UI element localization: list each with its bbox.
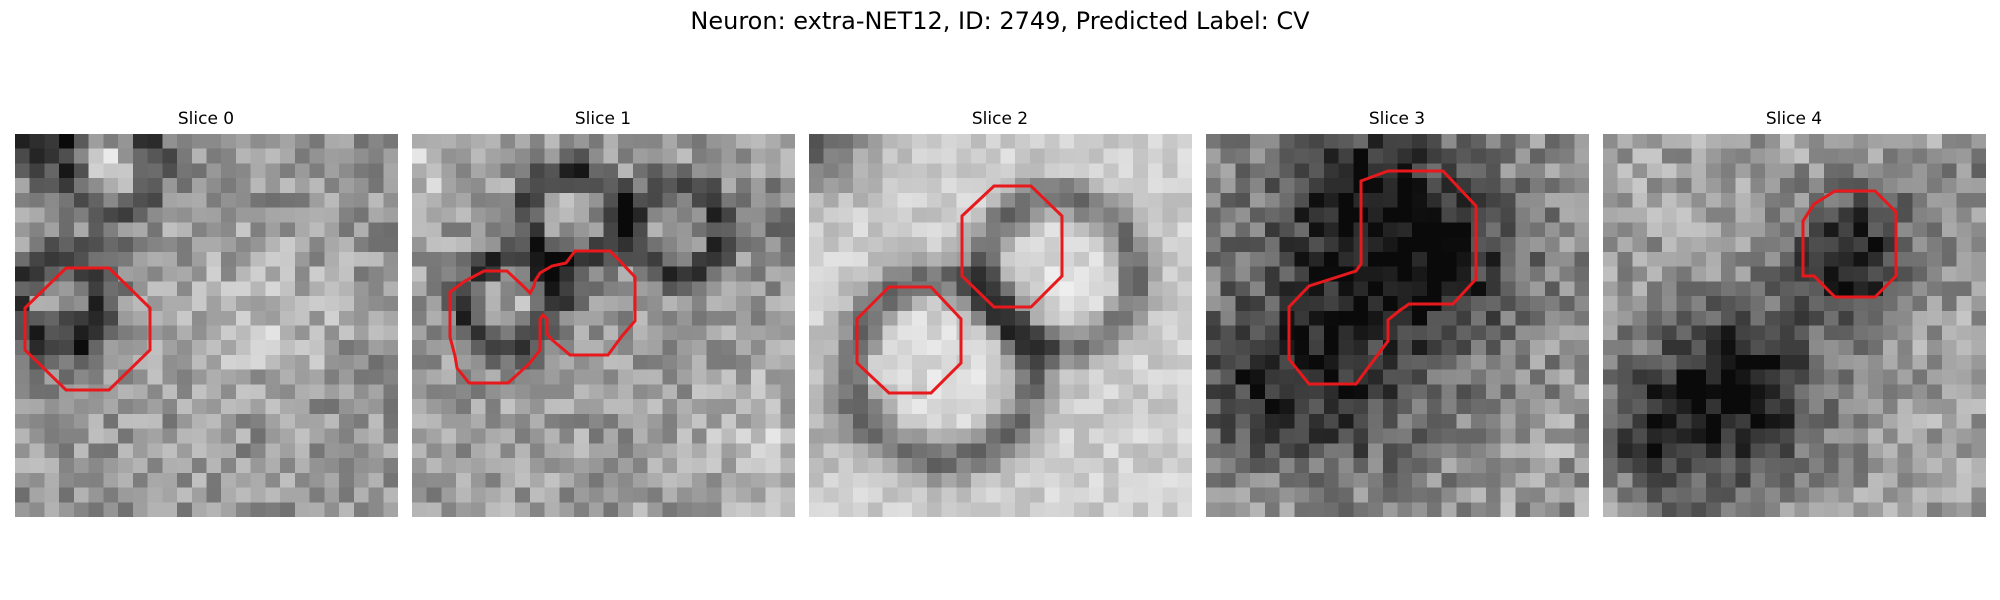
slice-4-outline-layer xyxy=(1801,189,1898,299)
slice-4-title: Slice 4 xyxy=(1765,109,1823,129)
slice-3-micrograph xyxy=(1206,134,1589,517)
slice-4-vesicle-outline-0 xyxy=(1801,189,1898,299)
slice-4-micrograph xyxy=(1603,134,1986,517)
slice-0-micrograph xyxy=(15,134,398,517)
slice-2-title: Slice 2 xyxy=(971,109,1029,129)
figure-title: Neuron: extra-NET12, ID: 2749, Predicted… xyxy=(690,7,1310,35)
slice-4-image xyxy=(1603,134,1986,517)
slice-2-image xyxy=(809,134,1192,517)
slice-0-vesicle-outline-0 xyxy=(23,266,152,392)
slice-0-image xyxy=(15,134,398,517)
slice-1-title: Slice 1 xyxy=(574,109,632,129)
slice-2-vesicle-outline-0 xyxy=(855,285,963,395)
slice-1-vesicle-outline-0 xyxy=(448,249,637,385)
slice-2-vesicle-outline-1 xyxy=(960,184,1064,309)
slice-2-outline-layer xyxy=(855,184,1064,395)
slice-3-outline-layer xyxy=(1287,169,1478,386)
slice-1-outline-layer xyxy=(448,249,637,385)
slice-0-outline-layer xyxy=(23,266,152,392)
slice-0-title: Slice 0 xyxy=(177,109,235,129)
slice-1-image xyxy=(412,134,795,517)
slice-3-title: Slice 3 xyxy=(1368,109,1426,129)
slice-3-vesicle-outline-0 xyxy=(1287,169,1478,386)
slice-2-micrograph xyxy=(809,134,1192,517)
slice-3-image xyxy=(1206,134,1589,517)
slice-1-micrograph xyxy=(412,134,795,517)
